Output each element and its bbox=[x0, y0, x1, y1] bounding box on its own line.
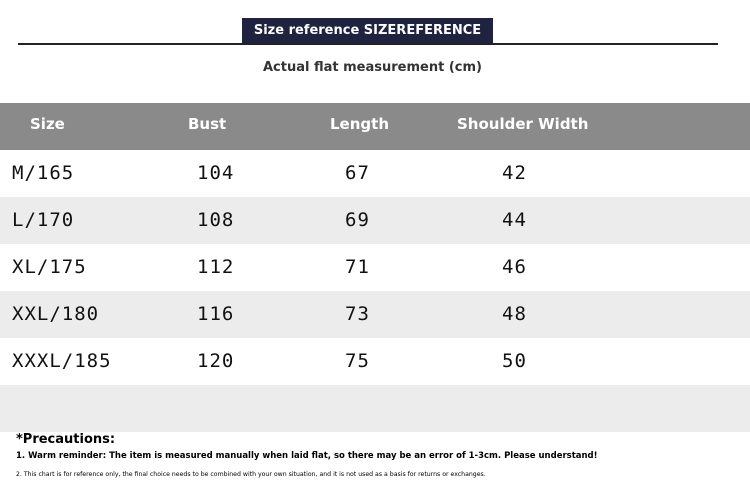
column-header: Size bbox=[30, 115, 65, 133]
table-cell: 71 bbox=[345, 256, 370, 278]
table-cell: L/170 bbox=[12, 209, 75, 231]
table-cell: 50 bbox=[502, 350, 527, 372]
table-cell: 112 bbox=[197, 256, 235, 278]
table-cell: 116 bbox=[197, 303, 235, 325]
title: Size reference SIZEREFERENCE bbox=[242, 18, 493, 43]
table-cell: 48 bbox=[502, 303, 527, 325]
subtitle: Actual flat measurement (cm) bbox=[263, 60, 482, 75]
table-row: L/170 108 69 44 bbox=[0, 197, 750, 244]
table-cell: 42 bbox=[502, 162, 527, 184]
table-cell: 75 bbox=[345, 350, 370, 372]
table-row: M/165 104 67 42 bbox=[0, 150, 750, 197]
table-row: XXL/180 116 73 48 bbox=[0, 291, 750, 338]
note: 1. Warm reminder: The item is measured m… bbox=[16, 451, 598, 461]
table-cell: 67 bbox=[345, 162, 370, 184]
table-cell: 69 bbox=[345, 209, 370, 231]
table-cell: XXL/180 bbox=[12, 303, 100, 325]
empty-row bbox=[0, 385, 750, 432]
table-cell: M/165 bbox=[12, 162, 75, 184]
column-header: Length bbox=[330, 115, 389, 133]
table-cell: 104 bbox=[197, 162, 235, 184]
table-cell: 46 bbox=[502, 256, 527, 278]
header-row: Size Bust Length Shoulder Width bbox=[0, 103, 750, 150]
column-header: Bust bbox=[188, 115, 227, 133]
table-cell: 73 bbox=[345, 303, 370, 325]
column-header: Shoulder Width bbox=[457, 115, 589, 133]
divider bbox=[18, 43, 718, 45]
table-cell: 120 bbox=[197, 350, 235, 372]
table-cell: 44 bbox=[502, 209, 527, 231]
note: 2. This chart is for reference only, the… bbox=[16, 471, 486, 478]
table-row: XL/175 112 71 46 bbox=[0, 244, 750, 291]
table-row: XXXL/185 120 75 50 bbox=[0, 338, 750, 385]
table-cell: XXXL/185 bbox=[12, 350, 112, 372]
table-cell: XL/175 bbox=[12, 256, 87, 278]
notes-title: *Precautions: bbox=[16, 432, 116, 447]
table-cell: 108 bbox=[197, 209, 235, 231]
